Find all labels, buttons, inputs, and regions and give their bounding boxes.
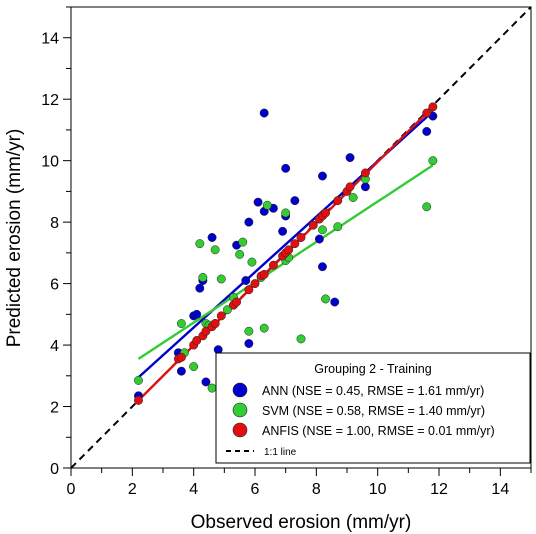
point-svm bbox=[195, 239, 205, 249]
legend-marker-ann bbox=[232, 382, 248, 398]
point-ann bbox=[318, 171, 327, 181]
point-ann bbox=[290, 196, 300, 206]
y-tick-label: 2 bbox=[50, 400, 59, 417]
point-ann bbox=[207, 233, 217, 242]
legend-label-reference: 1:1 line bbox=[264, 447, 297, 458]
y-tick-label: 8 bbox=[50, 215, 59, 232]
point-ann bbox=[176, 366, 186, 376]
y-tick-label: 12 bbox=[41, 92, 59, 109]
legend-marker-svm bbox=[232, 402, 248, 418]
point-svm bbox=[210, 245, 220, 255]
point-svm bbox=[281, 208, 291, 218]
point-anfis bbox=[210, 319, 220, 329]
y-tick-label: 0 bbox=[50, 461, 59, 478]
point-anfis bbox=[333, 196, 343, 206]
legend-label-svm: SVM (NSE = 0.58, RMSE = 1.40 mm/yr) bbox=[262, 404, 485, 418]
point-ann bbox=[241, 276, 251, 285]
point-svm bbox=[244, 326, 254, 336]
point-svm bbox=[321, 294, 330, 304]
point-anfis bbox=[232, 297, 242, 307]
y-tick-label: 4 bbox=[50, 338, 59, 355]
legend: Grouping 2 - Training ANN (NSE = 0.45, R… bbox=[215, 352, 531, 464]
point-ann bbox=[281, 163, 291, 173]
point-ann bbox=[192, 309, 202, 319]
point-ann bbox=[244, 339, 254, 348]
legend-label-ann: ANN (NSE = 0.45, RMSE = 1.61 mm/yr) bbox=[262, 384, 484, 398]
point-svm bbox=[189, 362, 199, 372]
point-ann bbox=[318, 262, 327, 272]
legend-label-anfis: ANFIS (NSE = 1.00, RMSE = 0.01 mm/yr) bbox=[262, 424, 495, 438]
x-axis-title: Observed erosion (mm/yr) bbox=[191, 512, 412, 533]
x-tick-label: 8 bbox=[312, 481, 321, 498]
point-anfis bbox=[422, 108, 432, 118]
y-tick-label: 6 bbox=[50, 277, 59, 294]
point-anfis bbox=[201, 326, 211, 336]
legend-title: Grouping 2 - Training bbox=[314, 362, 431, 376]
point-anfis bbox=[360, 168, 370, 178]
x-tick-label: 0 bbox=[67, 481, 76, 498]
point-ann bbox=[201, 377, 211, 387]
legend-box bbox=[215, 352, 531, 464]
point-anfis bbox=[308, 220, 318, 230]
point-svm bbox=[296, 334, 306, 344]
point-ann bbox=[278, 226, 288, 236]
point-anfis bbox=[284, 245, 294, 255]
x-tick-label: 14 bbox=[491, 481, 509, 498]
point-anfis bbox=[250, 279, 260, 289]
point-anfis bbox=[244, 285, 254, 295]
point-ann bbox=[195, 283, 205, 293]
point-svm bbox=[318, 225, 327, 235]
point-ann bbox=[314, 234, 324, 244]
point-anfis bbox=[428, 102, 438, 112]
point-svm bbox=[259, 323, 269, 333]
y-tick-label: 14 bbox=[41, 31, 59, 48]
y-axis-title: Predicted erosion (mm/yr) bbox=[4, 129, 25, 348]
point-ann bbox=[244, 217, 254, 227]
point-svm bbox=[333, 222, 343, 232]
point-anfis bbox=[345, 182, 355, 192]
point-anfis bbox=[192, 336, 202, 345]
point-svm bbox=[198, 273, 208, 282]
point-svm bbox=[216, 274, 226, 284]
point-svm bbox=[176, 319, 186, 329]
axes: 0 2 4 6 8 10 12 14 0 2 4 6 8 10 12 14 bbox=[41, 6, 532, 498]
point-anfis bbox=[296, 233, 306, 242]
point-svm bbox=[235, 249, 245, 259]
x-tick-label: 4 bbox=[189, 481, 198, 498]
point-anfis bbox=[290, 239, 300, 249]
point-anfis bbox=[216, 311, 226, 321]
point-ann bbox=[259, 108, 269, 118]
point-svm bbox=[207, 383, 217, 393]
point-anfis bbox=[321, 208, 330, 218]
point-ann bbox=[345, 153, 355, 163]
plot-frame bbox=[70, 6, 532, 469]
x-tick-label: 6 bbox=[251, 481, 260, 498]
point-anfis bbox=[259, 269, 269, 279]
point-ann bbox=[422, 127, 432, 136]
point-anfis bbox=[268, 260, 278, 270]
x-tick-label: 12 bbox=[430, 481, 448, 498]
point-svm bbox=[428, 156, 438, 166]
point-svm bbox=[262, 200, 272, 210]
point-ann bbox=[253, 197, 263, 207]
point-svm bbox=[238, 237, 248, 247]
point-anfis bbox=[176, 352, 186, 362]
x-tick-label: 2 bbox=[128, 481, 137, 498]
y-tick-label: 10 bbox=[41, 154, 59, 171]
point-svm bbox=[422, 202, 432, 212]
plot-area bbox=[70, 6, 532, 469]
point-ann bbox=[330, 297, 340, 307]
point-svm bbox=[222, 305, 232, 315]
point-ann bbox=[360, 182, 370, 192]
x-tick-label: 10 bbox=[369, 481, 387, 498]
point-svm bbox=[348, 193, 358, 202]
point-svm bbox=[134, 375, 143, 385]
legend-marker-anfis bbox=[232, 422, 248, 438]
series-anfis bbox=[134, 102, 438, 405]
point-anfis bbox=[134, 395, 143, 405]
point-svm bbox=[247, 257, 257, 267]
